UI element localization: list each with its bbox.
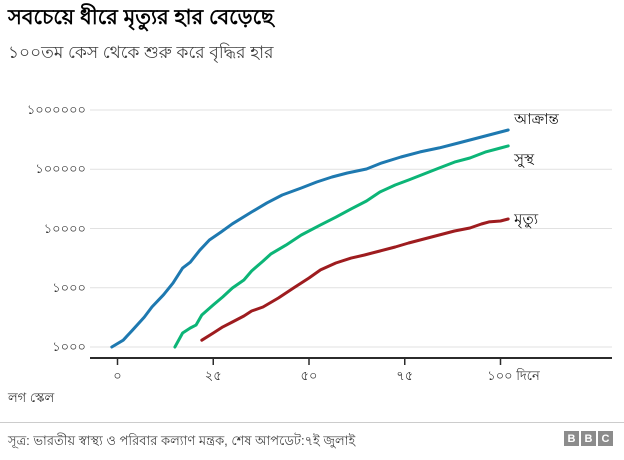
y-axis-tick-label: ১০০০০০ (35, 161, 86, 177)
page-title: সবচেয়ে ধীরে মৃত্যুর হার বেড়েছে (8, 6, 274, 29)
y-axis-tick-label: ১০০০ (52, 339, 86, 354)
x-axis-tick-label: ২৫ (204, 368, 222, 383)
source-text: সূত্র: ভারতীয় স্বাস্থ্য ও পরিবার কল্যাণ… (8, 433, 356, 448)
page-subtitle: ১০০তম কেস থেকে শুরু করে বৃদ্ধির হার (8, 43, 274, 62)
bbc-logo-letter: C (598, 431, 613, 446)
series-label-deaths: মৃত্যু (514, 211, 539, 229)
footer-divider (0, 422, 624, 423)
series-label-infected: আক্রান্ত (514, 111, 559, 129)
y-axis-tick-label: ১০০০০ (43, 220, 86, 236)
series-line-deaths (200, 217, 510, 342)
x-axis-tick-label: ৭৫ (396, 368, 414, 383)
series-line-infected (110, 128, 510, 349)
bbc-logo-letter: B (564, 431, 579, 446)
x-axis-tick-label: ১০০ দিনে (487, 368, 540, 383)
y-axis-tick-label: ১০০০ (52, 279, 86, 295)
x-axis-tick-label: ০ (113, 368, 122, 383)
bbc-logo: B B C (564, 431, 613, 446)
bbc-logo-letter: B (581, 431, 596, 446)
log-scale-note: লগ স্কেল (8, 390, 55, 405)
y-axis-tick-label: ১০০০০০০ (26, 102, 86, 117)
x-axis-tick-label: ৫০ (300, 368, 318, 383)
series-line-recovered (173, 144, 510, 349)
series-label-recovered: সুস্থ (514, 150, 534, 168)
